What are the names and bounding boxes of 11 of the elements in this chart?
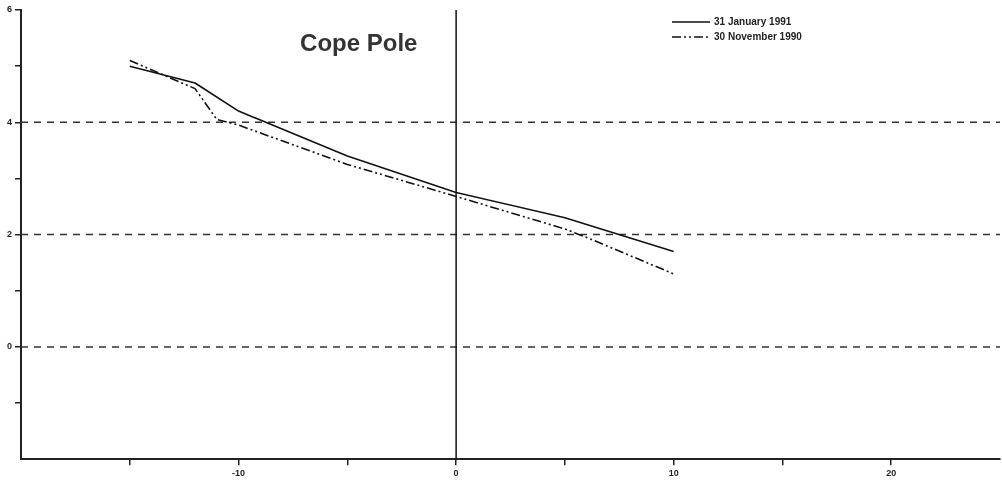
y-tick-label: 2 xyxy=(6,229,13,240)
x-tick-label: 10 xyxy=(668,468,679,479)
legend-label: 31 January 1991 xyxy=(714,15,792,27)
y-tick-label: 0 xyxy=(6,341,13,352)
y-tick-label: 6 xyxy=(6,4,13,15)
text: Cope Pole xyxy=(300,28,418,56)
x-tick-label: 0 xyxy=(453,468,459,479)
x-tick-label: 20 xyxy=(886,468,897,479)
text: -10 xyxy=(232,468,246,479)
y-tick-label: 4 xyxy=(6,116,13,127)
legend-label: 30 November 1990 xyxy=(714,30,803,42)
